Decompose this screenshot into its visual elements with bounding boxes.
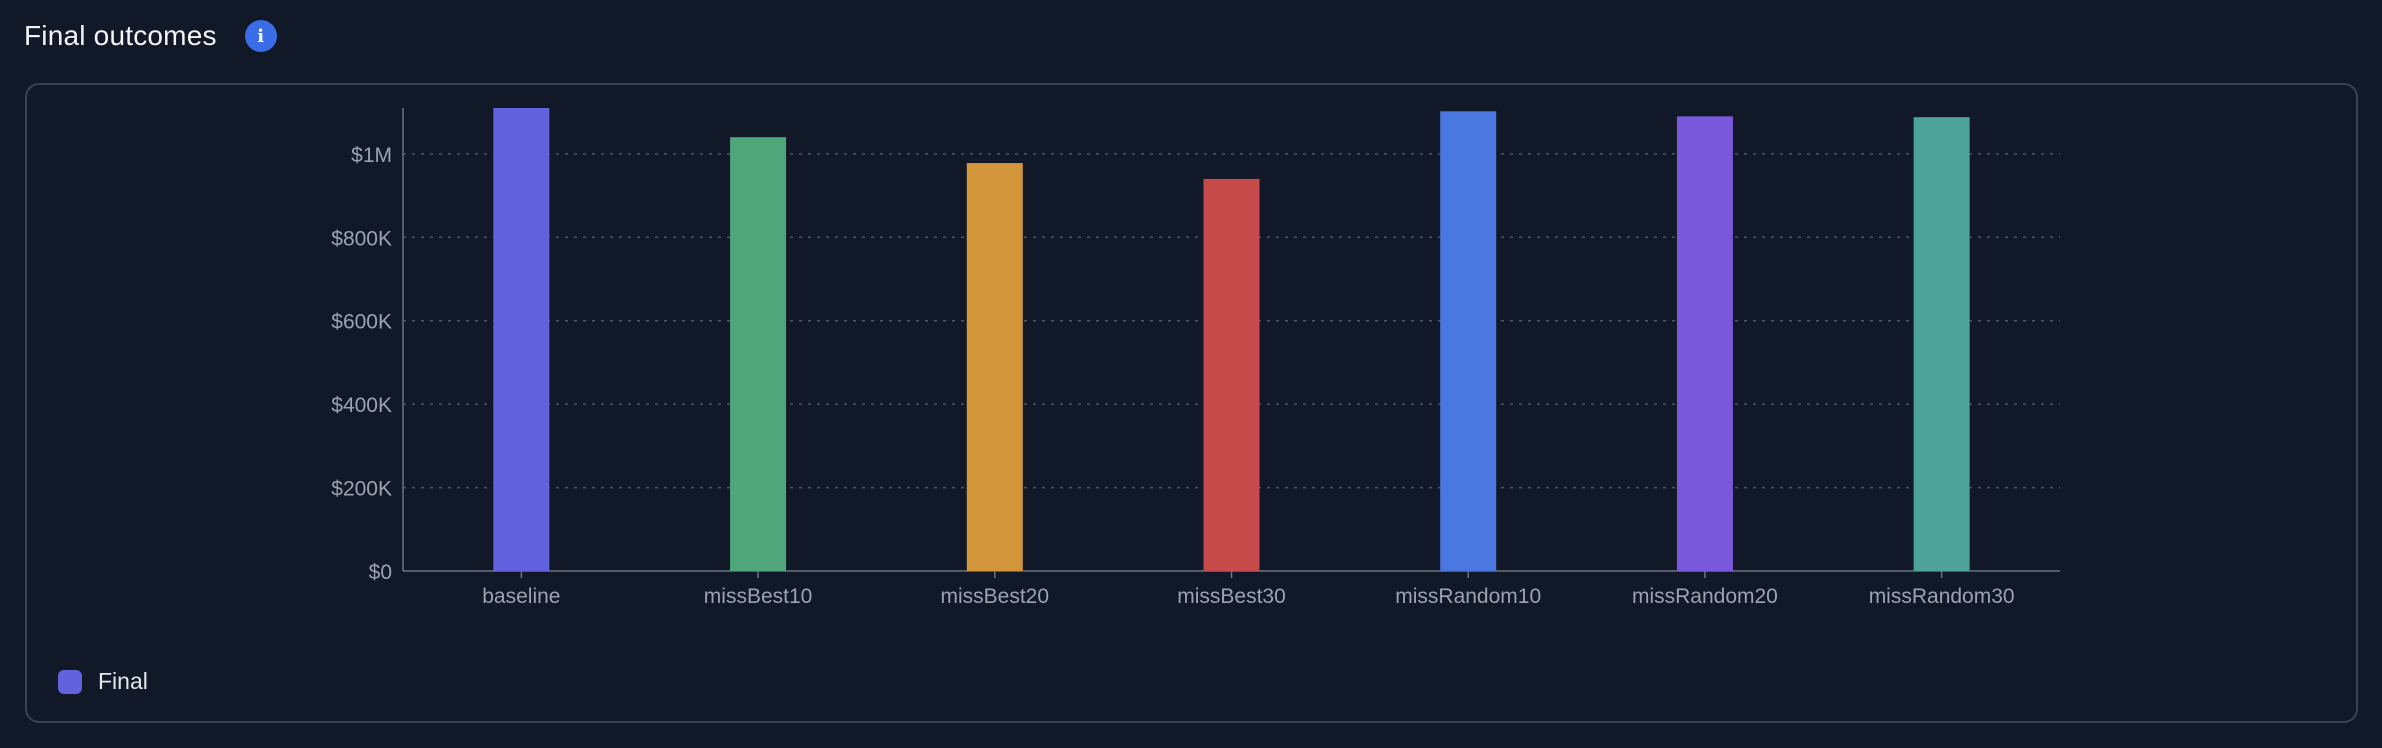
legend: Final	[58, 668, 148, 695]
bar-missBest20	[966, 163, 1023, 572]
y-tick-label: $800K	[331, 227, 392, 250]
bar-missBest30	[1203, 178, 1260, 571]
y-tick-label: $400K	[331, 394, 392, 417]
bar-missRandom30	[1913, 117, 1970, 571]
bar-baseline	[493, 108, 550, 571]
legend-swatch-final	[58, 669, 82, 694]
bar-missRandom20	[1676, 116, 1733, 571]
x-tick-label: missRandom20	[1632, 585, 1778, 608]
y-tick-label: $0	[369, 561, 392, 584]
info-icon[interactable]: i	[244, 20, 277, 52]
page-title: Final outcomes	[24, 20, 217, 51]
y-tick-label: $600K	[331, 311, 392, 334]
x-tick-label: missBest30	[1177, 585, 1286, 608]
x-tick-label: missBest20	[941, 585, 1050, 608]
x-tick-label: missRandom10	[1395, 585, 1541, 608]
bar-missRandom10	[1440, 111, 1497, 571]
x-tick-label: missRandom30	[1869, 585, 2015, 608]
y-tick-label: $200K	[331, 478, 392, 501]
bar-missBest10	[730, 137, 787, 572]
chart-card	[25, 83, 2358, 723]
legend-label-final[interactable]: Final	[98, 668, 148, 694]
chart-header: Final outcomes i	[24, 14, 277, 58]
y-tick-label: $1M	[351, 144, 392, 167]
x-tick-label: missBest10	[704, 585, 813, 608]
x-tick-label: baseline	[482, 585, 560, 608]
